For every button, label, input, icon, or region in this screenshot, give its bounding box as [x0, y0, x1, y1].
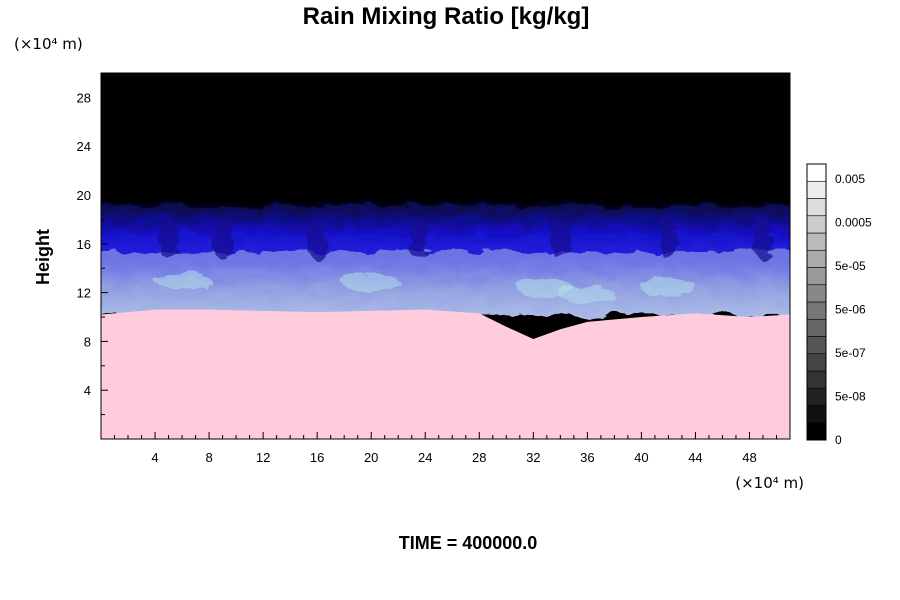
colorbar-swatch: [806, 422, 827, 441]
colorbar-swatch: [806, 249, 827, 268]
y-axis-label: Height: [33, 229, 53, 285]
colorbar-swatch: [806, 284, 827, 303]
colorbar-swatch: [806, 163, 827, 182]
colorbar-swatch: [806, 405, 827, 424]
colorbar-swatch: [806, 267, 827, 286]
colorbar-swatch: [806, 215, 827, 234]
chart-title: Rain Mixing Ratio [kg/kg]: [303, 3, 590, 30]
colorbar-swatch: [806, 198, 827, 217]
x-tick-label: 16: [310, 450, 324, 465]
x-unit-label: (×10⁴ m): [735, 474, 804, 492]
x-tick-label: 20: [364, 450, 378, 465]
y-tick-label: 8: [84, 334, 91, 349]
cloud-plume: [154, 271, 211, 290]
x-tick-label: 24: [418, 450, 432, 465]
colorbar-swatch: [806, 353, 827, 372]
y-tick-label: 24: [77, 139, 91, 154]
colorbar-swatch: [806, 387, 827, 406]
x-tick-label: 44: [688, 450, 702, 465]
cloud-plume: [559, 286, 616, 305]
colorbar-swatch: [806, 232, 827, 251]
y-tick-label: 4: [84, 383, 91, 398]
y-tick-label: 12: [77, 286, 91, 301]
x-tick-label: 36: [580, 450, 594, 465]
colorbar-swatch: [806, 318, 827, 337]
y-axis: 4 8 12 16 20 24 28: [77, 90, 108, 416]
y-tick-label: 16: [77, 237, 91, 252]
x-tick-label: 4: [151, 450, 158, 465]
cloud-streak: [752, 215, 773, 260]
cloud-streak: [550, 215, 571, 260]
colorbar-label: 5e-06: [835, 303, 866, 317]
cloud-streak: [307, 215, 328, 260]
y-tick-label: 28: [77, 90, 91, 105]
x-tick-label: 32: [526, 450, 540, 465]
cloud-streak: [658, 215, 679, 260]
colorbar: 0.005 0.0005 5e-05 5e-06 5e-07 5e-08 0: [806, 163, 872, 447]
colorbar-label: 5e-07: [835, 346, 866, 360]
time-annotation: TIME = 400000.0: [399, 533, 538, 553]
x-tick-label: 40: [634, 450, 648, 465]
cloud-streak: [408, 215, 429, 260]
cloud-plume: [343, 273, 400, 292]
y-unit-label: (×10⁴ m): [14, 35, 83, 53]
x-tick-label: 8: [205, 450, 212, 465]
region-pink: [101, 309, 790, 439]
cloud-streak: [158, 215, 179, 260]
colorbar-swatch: [806, 301, 827, 320]
x-axis: 4 8 12 16 20 24 28 32 36 40 44 48: [114, 432, 777, 465]
colorbar-label: 5e-08: [835, 390, 866, 404]
x-tick-label: 12: [256, 450, 270, 465]
colorbar-frame: [806, 163, 827, 441]
cloud-plume: [640, 277, 697, 296]
colorbar-label: 0.005: [835, 172, 865, 186]
colorbar-swatch: [806, 370, 827, 389]
plot-area: [101, 73, 790, 439]
plot-frame: [100, 72, 791, 440]
colorbar-swatch: [806, 180, 827, 199]
colorbar-label: 0.0005: [835, 216, 872, 230]
x-tick-label: 48: [742, 450, 756, 465]
x-tick-label: 28: [472, 450, 486, 465]
y-tick-label: 20: [77, 188, 91, 203]
cloud-streak: [212, 215, 233, 260]
colorbar-label: 5e-05: [835, 259, 866, 273]
colorbar-swatch: [806, 336, 827, 355]
colorbar-label: 0: [835, 433, 842, 447]
